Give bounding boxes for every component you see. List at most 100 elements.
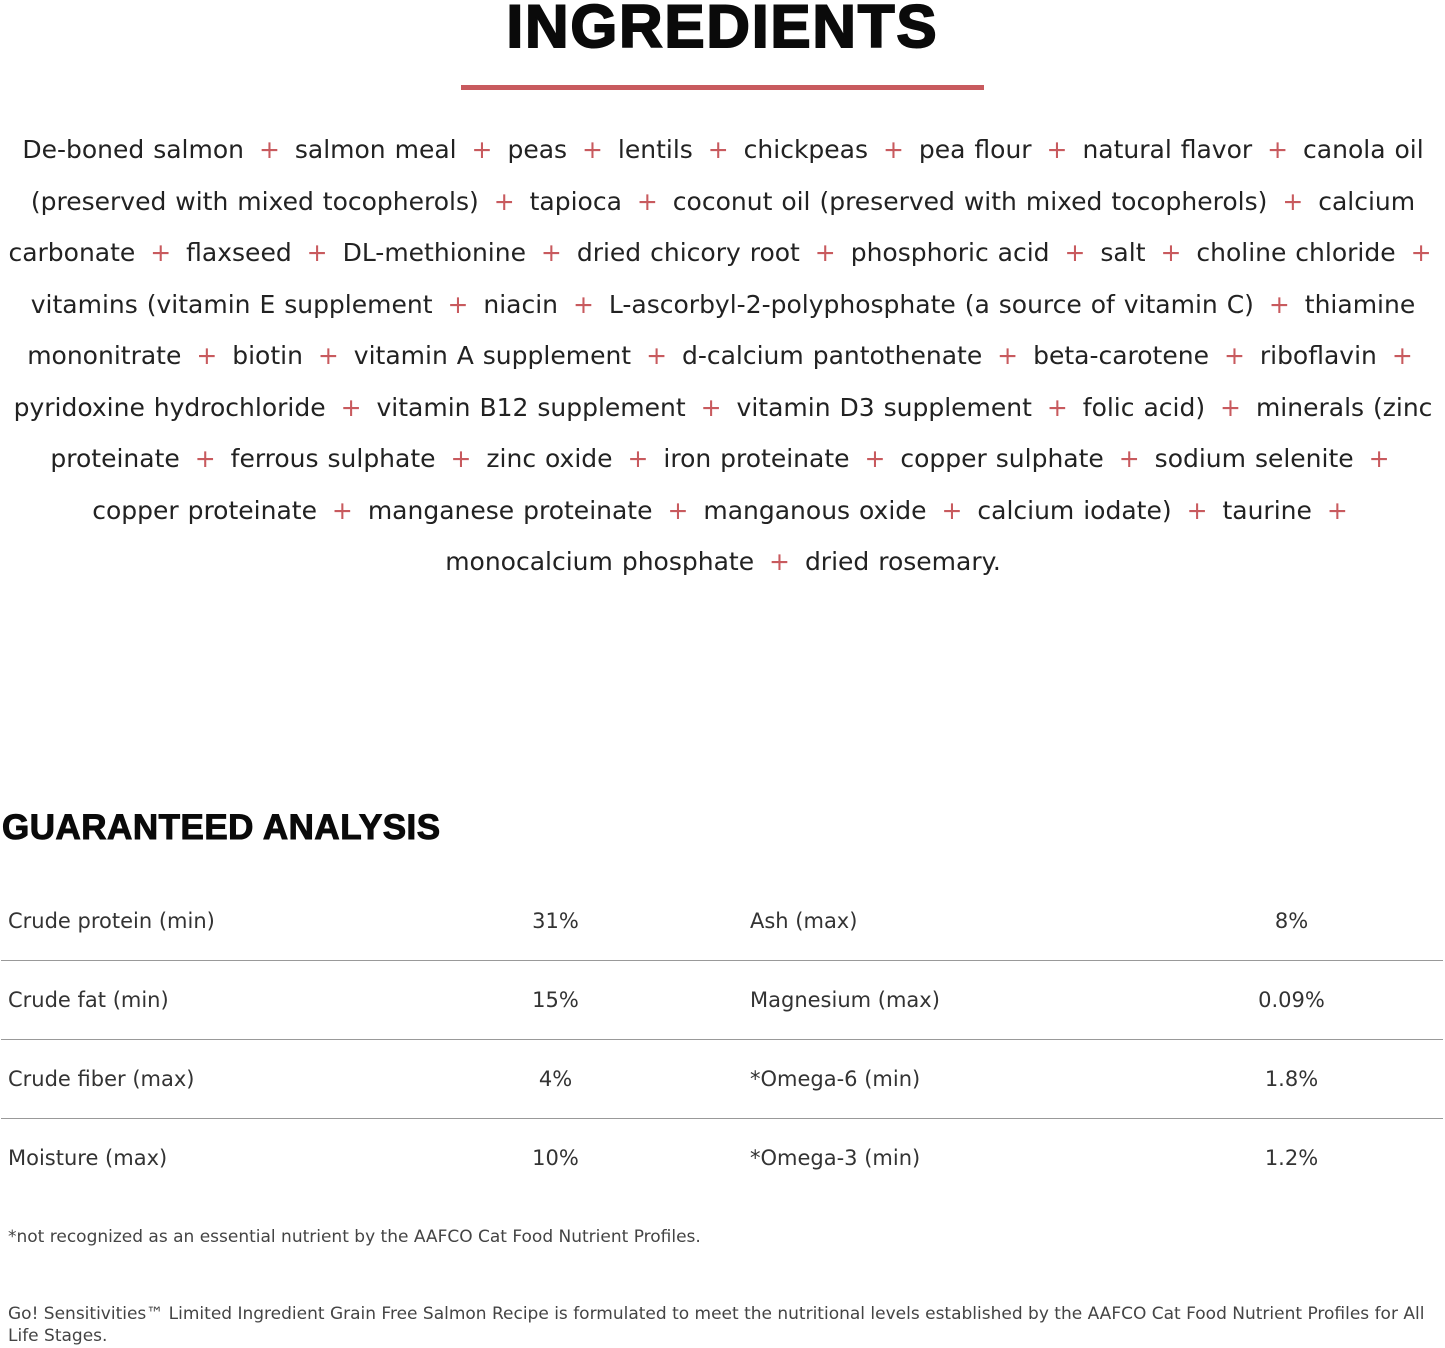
plus-separator: +	[1326, 495, 1348, 525]
plus-separator: +	[340, 392, 362, 422]
plus-separator: +	[1368, 444, 1390, 473]
plus-separator: +	[997, 341, 1019, 370]
ingredient-item: d-calcium pantothenate	[681, 341, 983, 370]
ingredient-item: copper sulphate	[900, 444, 1104, 473]
ingredients-heading: INGREDIENTS	[505, 0, 939, 61]
plus-separator: +	[1118, 444, 1140, 473]
nutrient-label: *Omega-6 (min)	[698, 1039, 1170, 1119]
nutrient-value: 8%	[1170, 882, 1443, 961]
ingredient-item: ferrous sulphate	[230, 444, 436, 473]
plus-separator: +	[1046, 392, 1068, 422]
ingredient-item: pyridoxine hydrochloride	[13, 392, 326, 422]
ingredient-item: pea flour	[918, 135, 1032, 164]
plus-separator: +	[1186, 495, 1208, 525]
plus-separator: +	[196, 341, 218, 370]
plus-separator: +	[1282, 186, 1304, 216]
nutrient-value: 0.09%	[1170, 960, 1443, 1040]
plus-separator: +	[1267, 135, 1289, 164]
ingredient-item: thiamine mononitrate	[27, 289, 1416, 371]
plus-separator: +	[1220, 392, 1241, 422]
nutrient-label: *Omega-3 (min)	[750, 1146, 921, 1170]
ingredient-item: natural flavor	[1082, 135, 1253, 164]
footnote: *not recognized as an essential nutrient…	[8, 1227, 701, 1247]
plus-separator: +	[627, 444, 649, 473]
ingredient-item: vitamin D3 supplement	[736, 392, 1032, 422]
plus-separator: +	[317, 341, 339, 370]
plus-separator: +	[636, 186, 658, 216]
ingredients-list: De-boned salmon + salmon meal + peas + l…	[8, 124, 1438, 588]
guaranteed-analysis-heading: GUARANTEED ANALYSIS	[2, 808, 441, 848]
ingredient-item: chickpeas	[743, 135, 869, 164]
ingredient-item: dried rosemary.	[804, 547, 1001, 576]
ingredient-item: choline chloride	[1196, 238, 1396, 267]
ingredient-item: sodium selenite	[1154, 444, 1354, 473]
heading-divider	[461, 85, 984, 90]
nutrient-label: Ash (max)	[698, 882, 1170, 961]
ingredient-item: zinc oxide	[486, 444, 613, 473]
plus-separator: +	[707, 135, 729, 164]
plus-separator: +	[769, 547, 790, 576]
ingredient-item: peas	[507, 135, 568, 164]
ingredient-item: salt	[1100, 238, 1146, 267]
plus-separator: +	[1268, 289, 1290, 319]
aafco-statement: Go! Sensitivities™ Limited Ingredient Gr…	[8, 1304, 1425, 1346]
plus-separator: +	[572, 289, 594, 319]
ingredient-item: coconut oil (preserved with mixed tocoph…	[672, 186, 1268, 216]
ingredient-item: monocalcium phosphate	[445, 547, 755, 576]
ingredient-item: iron proteinate	[663, 444, 850, 473]
nutrient-value: 31%	[458, 882, 698, 961]
ingredient-item: riboflavin	[1259, 341, 1377, 370]
ingredient-item: manganous oxide	[703, 495, 927, 525]
plus-separator: +	[306, 238, 328, 267]
plus-separator: +	[814, 238, 836, 267]
ingredient-item: phosphoric acid	[850, 238, 1050, 267]
nutrient-label: Crude fat (min)	[1, 960, 458, 1040]
ingredient-item: canola oil (preserved with mixed tocophe…	[30, 135, 1424, 216]
nutrient-value: 10%	[532, 1146, 579, 1170]
table-row: Crude protein (min) 31% Ash (max) 8%	[1, 882, 1443, 961]
nutrient-value: 4%	[458, 1039, 698, 1119]
plus-separator: +	[1391, 341, 1413, 370]
nutrient-label: Crude fiber (max)	[1, 1039, 458, 1119]
ingredient-item: dried chicory root	[576, 238, 800, 267]
ingredient-item: DL-methionine	[342, 238, 526, 267]
guaranteed-analysis-table: Crude protein (min) 31% Ash (max) 8% Cru…	[1, 882, 1443, 1197]
ingredient-item: minerals (zinc proteinate	[50, 392, 1433, 474]
plus-separator: +	[1223, 341, 1245, 370]
ingredient-item: flaxseed	[186, 238, 292, 267]
plus-separator: +	[450, 444, 472, 473]
table-row: Moisture (max) 10% *Omega-3 (min) 1.2%	[1, 1119, 1443, 1198]
nutrient-label: Crude protein (min)	[1, 882, 458, 961]
table-row: Crude fiber (max) 4% *Omega-6 (min) 1.8%	[1, 1039, 1443, 1119]
plus-separator: +	[194, 444, 216, 473]
plus-separator: +	[864, 444, 886, 473]
ingredient-item: manganese proteinate	[367, 495, 653, 525]
ingredient-item: vitamins (vitamin E supplement	[30, 289, 433, 319]
plus-separator: +	[882, 135, 904, 164]
plus-separator: +	[150, 238, 172, 267]
ingredient-item: copper proteinate	[92, 495, 317, 525]
ingredient-item: De-boned salmon	[22, 135, 244, 164]
ingredient-item: folic acid)	[1082, 392, 1206, 422]
plus-separator: +	[1046, 135, 1068, 164]
ingredient-item: vitamin B12 supplement	[376, 392, 686, 422]
ingredient-item: biotin	[232, 341, 303, 370]
ingredient-item: salmon meal	[294, 135, 457, 164]
plus-separator: +	[331, 495, 353, 525]
plus-separator: +	[540, 238, 562, 267]
plus-separator: +	[646, 341, 668, 370]
plus-separator: +	[700, 392, 722, 422]
nutrient-value: 15%	[458, 960, 698, 1040]
plus-separator: +	[667, 495, 689, 525]
ingredient-item: calcium iodate)	[977, 495, 1172, 525]
plus-separator: +	[493, 186, 515, 216]
plus-separator: +	[1410, 238, 1432, 267]
plus-separator: +	[447, 289, 469, 319]
table-row: Crude fat (min) 15% Magnesium (max) 0.09…	[1, 960, 1443, 1040]
nutrient-label: Magnesium (max)	[698, 960, 1170, 1040]
ingredient-item: vitamin A supplement	[353, 341, 632, 370]
ingredient-item: L-ascorbyl-2-polyphosphate (a source of …	[608, 289, 1254, 319]
ingredient-item: beta-carotene	[1033, 341, 1209, 370]
plus-separator: +	[1160, 238, 1182, 267]
plus-separator: +	[1064, 238, 1086, 267]
